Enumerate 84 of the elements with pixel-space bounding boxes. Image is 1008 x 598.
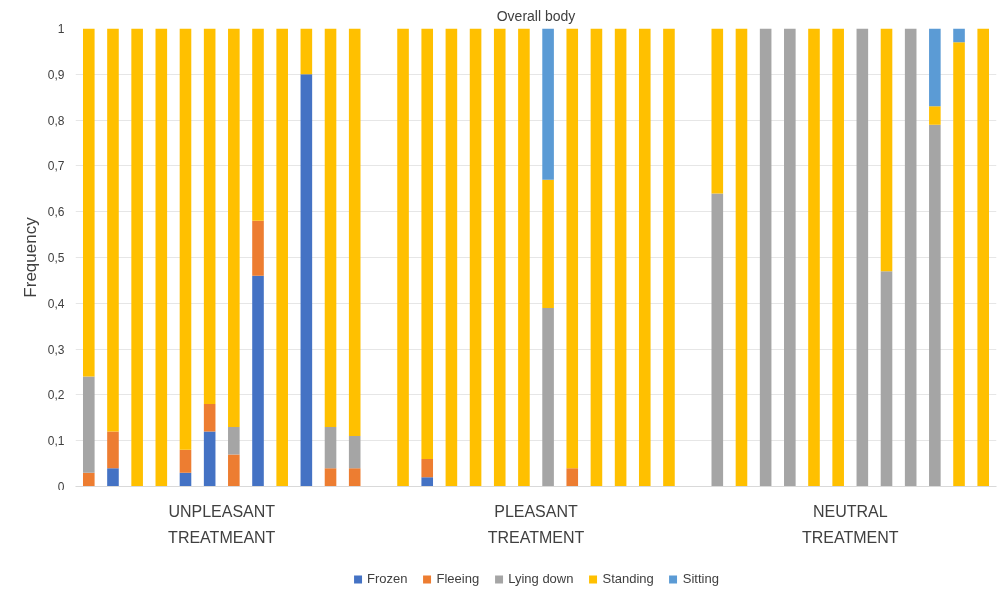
bar: [252, 275, 264, 487]
bar: [445, 28, 458, 487]
bar: [808, 28, 820, 487]
bar: [421, 459, 434, 478]
bar: [880, 28, 893, 272]
bar: [348, 436, 361, 469]
text: UNPLEASANT TREATMEANT: [168, 502, 276, 546]
bar: [107, 28, 119, 432]
bar: [252, 28, 264, 221]
bar: [203, 404, 216, 432]
y-tick-label: 0,6: [47, 205, 65, 220]
bar: [252, 220, 264, 276]
bar: [469, 28, 482, 487]
y-tick-label: 0,1: [47, 434, 65, 449]
bar: [421, 28, 434, 460]
bar: [638, 28, 651, 487]
y-tick-label: 0: [57, 479, 65, 494]
bar: [82, 472, 95, 487]
bar: [82, 376, 95, 473]
bar: [663, 28, 675, 487]
bar: [929, 106, 941, 125]
bar: [107, 468, 119, 487]
bar: [518, 28, 530, 487]
y-axis-title: Frequency: [20, 216, 40, 298]
y-tick-label: 0,8: [47, 113, 65, 128]
bar: [977, 28, 990, 487]
bar: [711, 28, 724, 194]
bar: [590, 28, 603, 487]
legend-label: Frozen: [367, 571, 408, 586]
bar: [300, 74, 313, 487]
legend-label: Lying down: [508, 571, 574, 586]
bar: [179, 472, 192, 487]
legend-label: Standing: [602, 571, 654, 586]
bar: [542, 307, 554, 487]
y-tick-label: 1: [57, 22, 65, 36]
chart-title: Overall body: [496, 7, 576, 24]
bar: [542, 28, 554, 180]
y-tick-label: 0,5: [47, 251, 65, 265]
bar: [614, 28, 627, 487]
y-tick-label: 0,7: [47, 159, 65, 174]
bar: [179, 449, 192, 473]
bar: [131, 28, 143, 487]
legend-label: Sitting: [682, 571, 719, 586]
bar: [276, 28, 288, 487]
bar: [324, 28, 337, 427]
bar: [107, 431, 119, 469]
bar: [203, 28, 216, 405]
y-tick-label: 0,4: [47, 296, 65, 311]
bar: [493, 28, 506, 487]
bar: [880, 271, 893, 487]
bar: [179, 28, 192, 450]
text: PLEASANT TREATMENT: [487, 502, 585, 546]
bar: [832, 28, 844, 487]
bar: [228, 426, 240, 455]
bar: [566, 28, 579, 469]
bar: [348, 28, 361, 437]
bar: [953, 28, 965, 43]
bar: [566, 468, 579, 487]
bar: [348, 468, 361, 487]
bar: [711, 193, 724, 487]
bar: [929, 124, 941, 487]
bar: [300, 28, 313, 75]
bar: [856, 28, 869, 487]
bar: [929, 28, 941, 107]
y-tick-label: 0,9: [47, 67, 65, 82]
bar: [228, 28, 240, 427]
bar: [735, 28, 748, 487]
bar: [904, 28, 917, 487]
bar: [759, 28, 772, 487]
bar: [953, 42, 965, 487]
bar: [421, 477, 434, 487]
bar: [82, 28, 95, 377]
legend-label: Fleeing: [436, 571, 480, 586]
bar: [228, 454, 240, 487]
bar: [324, 468, 337, 487]
y-tick-label: 0,3: [47, 342, 65, 357]
text: NEUTRAL TREATMENT: [801, 502, 899, 546]
y-tick-label: 0,2: [47, 388, 65, 403]
bar: [324, 426, 337, 469]
bar: [155, 28, 168, 487]
bar: [784, 28, 796, 487]
bar: [397, 28, 409, 487]
bar: [203, 431, 216, 487]
bar: [542, 179, 554, 308]
